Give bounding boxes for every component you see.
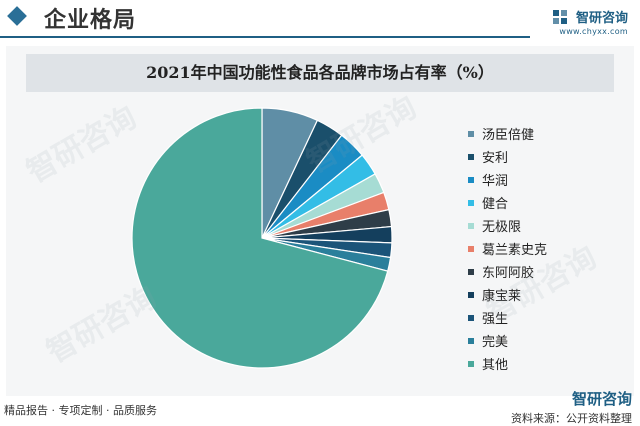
- chart-legend: 汤臣倍健安利华润健合无极限葛兰素史克东阿阿胶康宝莱强生完美其他: [468, 122, 547, 375]
- legend-item: 强生: [468, 306, 547, 329]
- legend-item: 完美: [468, 329, 547, 352]
- footer-brand-name: 智研咨询: [571, 390, 632, 408]
- pie-chart: [131, 107, 393, 369]
- chart-panel: 2021年中国功能性食品各品牌市场占有率（%） 汤臣倍健安利华润健合无极限葛兰素…: [6, 46, 634, 396]
- legend-item: 健合: [468, 191, 547, 214]
- brand-name: 智研咨询: [575, 11, 628, 26]
- legend-swatch: [468, 245, 474, 252]
- legend-label: 康宝莱: [482, 289, 522, 304]
- legend-swatch: [468, 360, 474, 367]
- legend-swatch: [468, 222, 474, 229]
- legend-item: 汤臣倍健: [468, 122, 547, 145]
- header-divider: [0, 36, 530, 38]
- brand-url: www.chyxx.com: [559, 27, 628, 36]
- legend-label: 汤臣倍健: [482, 128, 535, 143]
- legend-item: 安利: [468, 145, 547, 168]
- legend-label: 葛兰素史克: [482, 243, 548, 258]
- legend-label: 东阿阿胶: [482, 266, 535, 281]
- legend-swatch: [468, 291, 474, 298]
- data-source: 资料来源：公开资料整理: [511, 412, 632, 425]
- chart-title-bar: 2021年中国功能性食品各品牌市场占有率（%）: [26, 54, 614, 92]
- legend-item: 无极限: [468, 214, 547, 237]
- footer-source-block: 智研咨询 资料来源：公开资料整理: [511, 388, 632, 426]
- brand-logo-icon: [552, 9, 567, 24]
- legend-swatch: [468, 268, 474, 275]
- legend-label: 健合: [482, 197, 509, 212]
- legend-swatch: [468, 314, 474, 321]
- legend-swatch: [468, 337, 474, 344]
- legend-swatch: [468, 130, 474, 137]
- legend-label: 安利: [482, 151, 509, 166]
- legend-item: 葛兰素史克: [468, 237, 547, 260]
- brand-block: 智研咨询 www.chyxx.com: [552, 6, 628, 36]
- legend-label: 无极限: [482, 220, 522, 235]
- legend-swatch: [468, 153, 474, 160]
- legend-swatch: [468, 176, 474, 183]
- legend-label: 强生: [482, 312, 509, 327]
- legend-item: 东阿阿胶: [468, 260, 547, 283]
- legend-item: 康宝莱: [468, 283, 547, 306]
- legend-item: 其他: [468, 352, 547, 375]
- section-title: 企业格局: [44, 8, 137, 33]
- footer-tagline: 精品报告 · 专项定制 · 品质服务: [4, 404, 157, 417]
- header: 企业格局 智研咨询 www.chyxx.com: [0, 0, 640, 46]
- legend-label: 完美: [482, 335, 509, 350]
- legend-label: 华润: [482, 174, 509, 189]
- chart-title: 2021年中国功能性食品各品牌市场占有率（%）: [146, 63, 494, 82]
- legend-label: 其他: [482, 358, 509, 373]
- legend-item: 华润: [468, 168, 547, 191]
- legend-swatch: [468, 199, 474, 206]
- pie-slice-11: [131, 107, 389, 369]
- diamond-icon: [7, 6, 27, 26]
